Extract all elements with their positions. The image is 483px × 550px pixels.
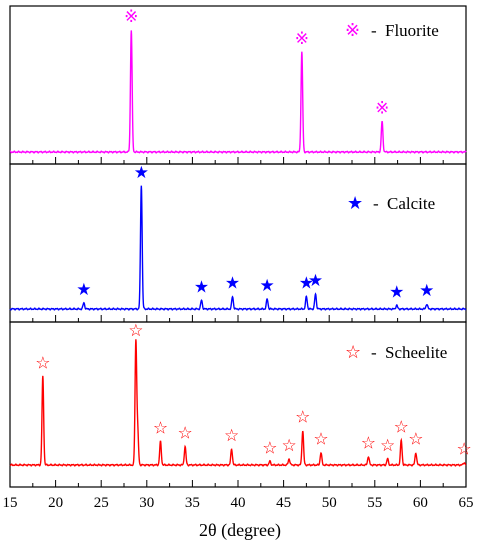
panel-calcite: ★★★ ★ ★ ★★★ ★★ - Calcite	[9, 163, 467, 323]
x-tick-label: 25	[94, 495, 109, 511]
peak-marker: ☆	[177, 424, 192, 444]
peak-marker: ★	[419, 281, 434, 301]
legend-fluorite: ※ - Fluorite	[345, 20, 439, 41]
legend-dash: -	[371, 21, 377, 40]
legend-scheelite: ☆ - Scheelite	[345, 342, 447, 363]
peak-marker: ☆	[262, 438, 277, 458]
peak-marker: ※	[124, 7, 138, 27]
x-tick-label: 55	[367, 495, 382, 511]
peak-marker: ★	[299, 274, 314, 294]
x-tick-label: 35	[185, 495, 200, 511]
panel-scheelite: ☆☆☆ ☆ ☆☆ ☆☆☆ ☆ ☆☆☆ ☆☆ - Scheelite	[9, 321, 472, 488]
pattern-line-calcite	[9, 185, 467, 311]
legend-dash: -	[371, 343, 377, 362]
peak-marker: ※	[375, 99, 389, 119]
peak-marker: ※	[295, 29, 309, 49]
peak-marker: ★	[194, 277, 209, 297]
panels-layer: ※※※※ - Fluorite★★★ ★ ★ ★★★ ★★ - Calcite☆☆☆ ☆ ☆☆ ☆☆☆…	[9, 5, 472, 488]
legend-label: Calcite	[387, 194, 435, 213]
legend-label: Scheelite	[385, 343, 447, 362]
peak-marker: ☆	[35, 353, 50, 373]
x-tick-label: 50	[322, 495, 337, 511]
peak-marker: ☆	[361, 433, 376, 453]
peak-marker: ★	[76, 280, 91, 300]
peak-marker: ☆	[224, 426, 239, 446]
x-tick-label: 15	[3, 495, 18, 511]
peak-marker: ☆	[408, 430, 423, 450]
peak-marker: ★	[308, 271, 323, 291]
x-tick-label: 40	[231, 495, 246, 511]
legend-symbol: ※	[345, 20, 360, 41]
x-tick-label: 20	[48, 495, 63, 511]
peak-marker: ☆	[313, 430, 328, 450]
x-tick-label: 65	[459, 495, 474, 511]
x-axis-title: 2θ (degree)	[199, 520, 281, 541]
peak-marker: ☆	[128, 321, 143, 341]
legend-symbol: ☆	[345, 342, 361, 363]
legend-calcite: ★ - Calcite	[347, 193, 435, 214]
peak-marker: ☆	[281, 436, 296, 456]
legend-symbol: ★	[347, 193, 363, 214]
peak-marker: ★	[225, 274, 240, 294]
peak-marker: ☆	[295, 408, 310, 428]
x-tick-label: 45	[276, 495, 291, 511]
x-tick-label: 60	[413, 495, 428, 511]
legend-label: Fluorite	[385, 21, 439, 40]
peak-marker: ☆	[380, 436, 395, 456]
pattern-line-scheelite	[9, 339, 467, 467]
peak-marker: ★	[134, 163, 149, 183]
pattern-line-fluorite	[9, 30, 467, 154]
peak-marker: ☆	[394, 417, 409, 437]
panel-fluorite: ※※※※ - Fluorite	[9, 5, 467, 165]
x-axis: 15 20 25 30 35 40 45 50 55 60 65	[3, 495, 474, 511]
peak-marker: ☆	[153, 419, 168, 439]
x-tick-label: 30	[139, 495, 154, 511]
legend-dash: -	[373, 194, 379, 213]
peak-marker: ☆	[457, 440, 472, 460]
peak-marker: ★	[260, 276, 275, 296]
peak-marker: ★	[389, 282, 404, 302]
